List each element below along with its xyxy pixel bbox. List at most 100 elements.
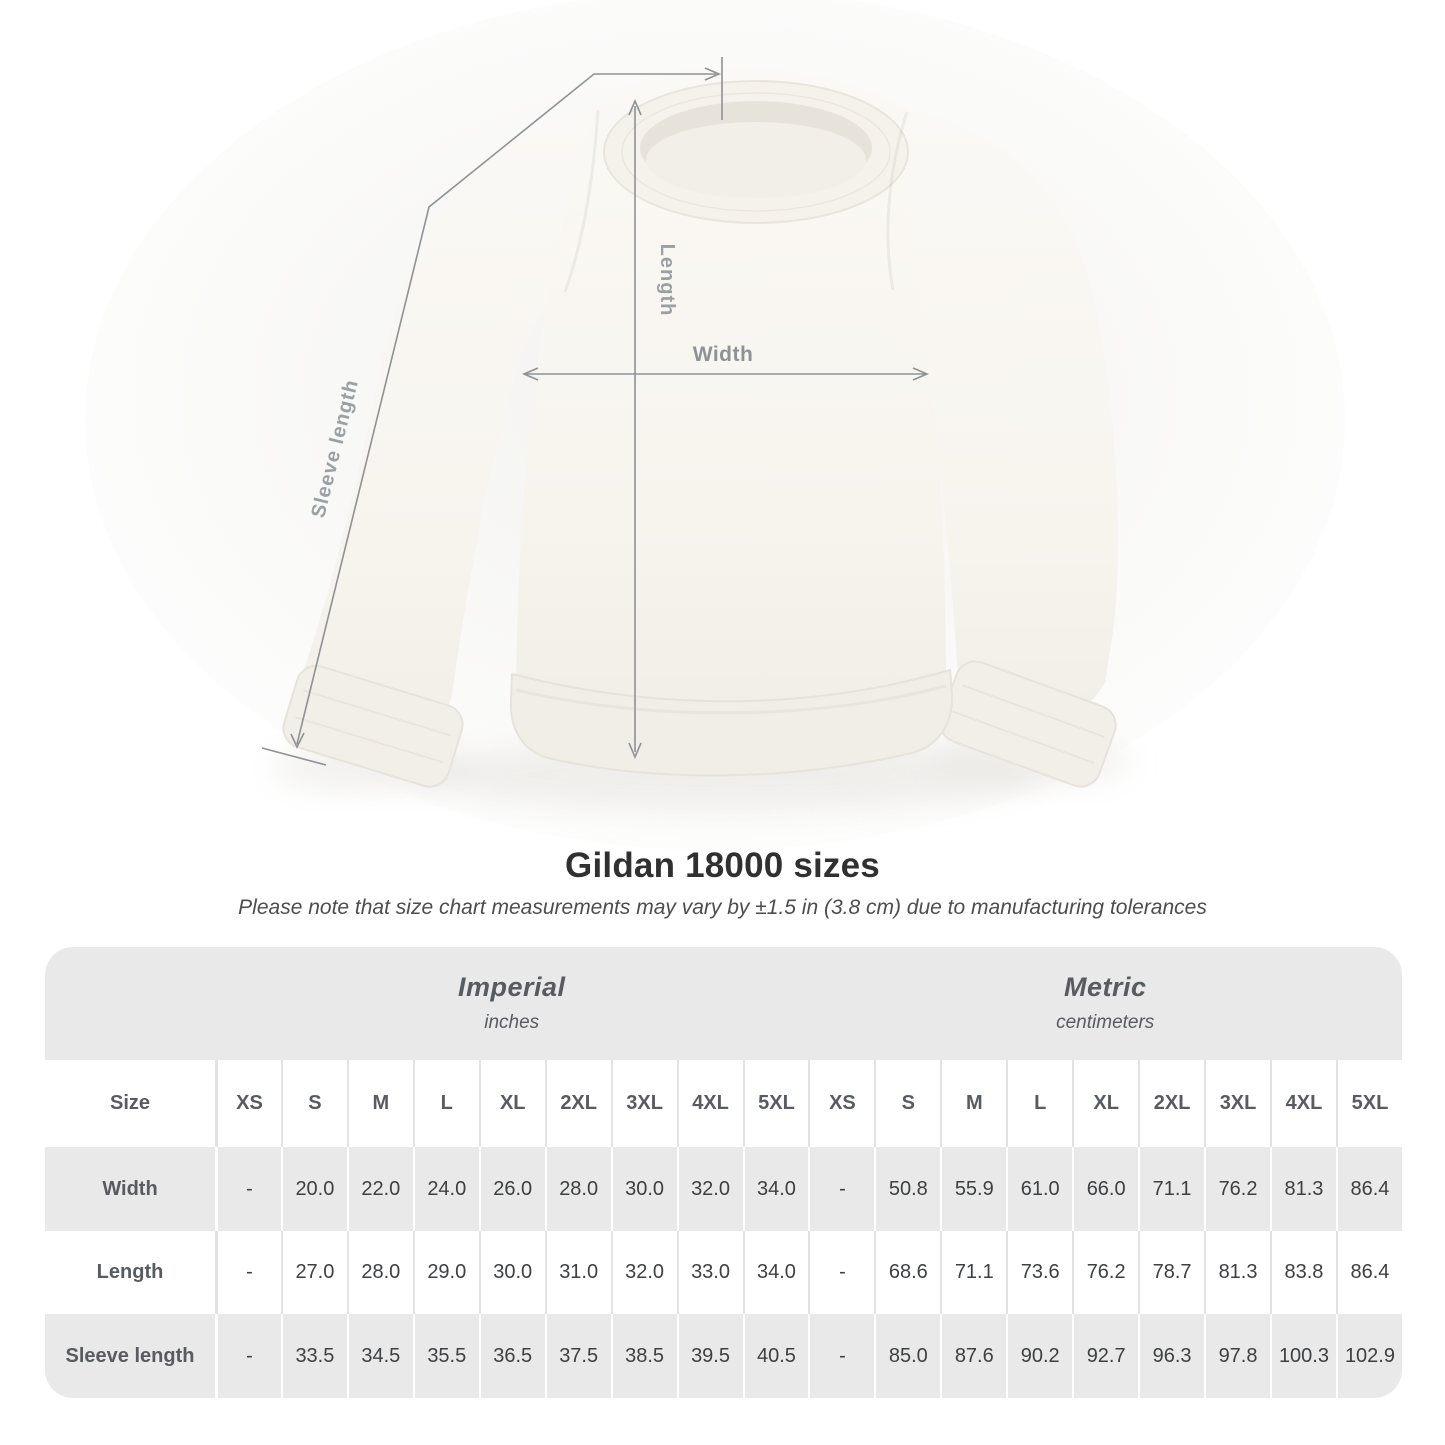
- size-label-cell: Size: [45, 1059, 215, 1148]
- size-header-cell: S: [280, 1059, 347, 1148]
- value-cell: 33.0: [676, 1230, 743, 1315]
- value-cell: 33.5: [280, 1314, 347, 1398]
- value-cell: 38.5: [610, 1314, 677, 1398]
- collar: [603, 80, 909, 224]
- left-cuff: [282, 664, 464, 788]
- value-cell: 29.0: [412, 1230, 479, 1315]
- size-table-container: Imperial inches Metric centimeters Size …: [45, 947, 1402, 1398]
- size-header-cell: 5XL: [742, 1059, 809, 1148]
- value-cell: 34.0: [742, 1230, 809, 1315]
- value-cell: 50.8: [874, 1147, 940, 1231]
- value-cell: 71.1: [1138, 1147, 1204, 1231]
- size-header-cell: L: [1006, 1059, 1073, 1148]
- size-header-cell: 4XL: [1270, 1059, 1336, 1148]
- unit-group-header-row: Imperial inches Metric centimeters: [45, 947, 1402, 1060]
- page-title: Gildan 18000 sizes: [565, 846, 880, 885]
- value-cell: -: [215, 1147, 281, 1231]
- corner-cell: [45, 947, 215, 1060]
- size-header-cell: 2XL: [1138, 1059, 1205, 1148]
- value-cell: 30.0: [610, 1147, 677, 1231]
- size-header-cell: 5XL: [1335, 1059, 1402, 1148]
- value-cell: 55.9: [940, 1147, 1006, 1231]
- imperial-group-header: Imperial inches: [215, 947, 808, 1060]
- value-cell: 28.0: [544, 1147, 611, 1231]
- size-header-cell: XL: [1072, 1059, 1139, 1148]
- value-cell: 34.5: [346, 1314, 413, 1398]
- size-header-cell: L: [412, 1059, 479, 1148]
- value-cell: 35.5: [412, 1314, 479, 1398]
- width-arrow: [521, 367, 930, 381]
- value-cell: 40.5: [742, 1314, 809, 1398]
- value-cell: 71.1: [940, 1230, 1007, 1315]
- value-cell: 92.7: [1072, 1314, 1138, 1398]
- size-header-cell: 3XL: [1204, 1059, 1270, 1148]
- size-header-cell: 3XL: [610, 1059, 677, 1148]
- tolerance-note: Please note that size chart measurements…: [238, 896, 1207, 919]
- value-cell: 28.0: [346, 1230, 413, 1315]
- value-cell: 24.0: [412, 1147, 479, 1231]
- sweatshirt-illustration: [272, 67, 1130, 811]
- imperial-group-unit: inches: [484, 1012, 540, 1034]
- size-header-cell: 2XL: [544, 1059, 611, 1148]
- row-label-cell: Sleeve length: [65, 1344, 195, 1367]
- value-cell: 32.0: [610, 1230, 677, 1315]
- size-header-cell: M: [346, 1059, 413, 1148]
- value-cell: 102.9: [1335, 1314, 1402, 1398]
- size-header-cell: XS: [215, 1059, 281, 1148]
- length-arrow: [628, 98, 642, 760]
- value-cell: 76.2: [1204, 1147, 1270, 1231]
- value-cell: 32.0: [676, 1147, 743, 1231]
- imperial-group-name: Imperial: [457, 972, 566, 1003]
- size-header-cell: 4XL: [676, 1059, 743, 1148]
- value-cell: 97.8: [1204, 1314, 1270, 1398]
- measurement-diagram: Length Width Sleeve length: [85, 0, 1345, 850]
- row-label-cell: Width: [102, 1177, 158, 1200]
- value-cell: 36.5: [478, 1314, 545, 1398]
- value-cell: 78.7: [1138, 1230, 1205, 1315]
- size-header-cell: M: [940, 1059, 1007, 1148]
- left-sleeve: [298, 106, 599, 750]
- value-cell: 27.0: [280, 1230, 347, 1315]
- width-row: Width - 20.0 22.0 24.0 26.0 28.0 30.0 32…: [45, 1147, 1402, 1231]
- value-cell: 86.4: [1335, 1230, 1402, 1315]
- value-cell: 34.0: [742, 1147, 809, 1231]
- value-cell: 61.0: [1006, 1147, 1072, 1231]
- metric-group-unit: centimeters: [1056, 1012, 1155, 1034]
- value-cell: 30.0: [478, 1230, 545, 1315]
- value-cell: -: [215, 1230, 281, 1315]
- value-cell: 96.3: [1138, 1314, 1204, 1398]
- value-cell: 100.3: [1270, 1314, 1336, 1398]
- metric-group-header: Metric centimeters: [808, 947, 1402, 1060]
- size-table: Imperial inches Metric centimeters Size …: [45, 947, 1402, 1398]
- value-cell: 20.0: [280, 1147, 347, 1231]
- sleeve-length-arrow: [261, 57, 723, 766]
- size-header-row: Size XS S M L XL 2XL 3XL 4XL 5XL XS S M …: [45, 1059, 1402, 1148]
- length-label: Length: [656, 244, 678, 317]
- value-cell: 73.6: [1006, 1230, 1073, 1315]
- value-cell: 86.4: [1335, 1147, 1402, 1231]
- value-cell: 31.0: [544, 1230, 611, 1315]
- size-header-cell: XS: [808, 1059, 875, 1148]
- value-cell: -: [215, 1314, 281, 1398]
- width-label: Width: [693, 343, 754, 366]
- value-cell: -: [808, 1230, 875, 1315]
- value-cell: 37.5: [544, 1314, 611, 1398]
- length-row: Length - 27.0 28.0 29.0 30.0 31.0 32.0 3…: [45, 1230, 1402, 1315]
- value-cell: 66.0: [1072, 1147, 1138, 1231]
- value-cell: 83.8: [1270, 1230, 1336, 1315]
- value-cell: 90.2: [1006, 1314, 1072, 1398]
- value-cell: 22.0: [346, 1147, 413, 1231]
- value-cell: 68.6: [874, 1230, 941, 1315]
- sweatshirt-body: [516, 67, 946, 719]
- size-header-cell: S: [874, 1059, 941, 1148]
- value-cell: 39.5: [676, 1314, 743, 1398]
- value-cell: 87.6: [940, 1314, 1006, 1398]
- size-header-cell: XL: [478, 1059, 545, 1148]
- value-cell: 81.3: [1204, 1230, 1270, 1315]
- metric-group-name: Metric: [1063, 972, 1147, 1003]
- value-cell: -: [808, 1147, 874, 1231]
- measurement-annotations: [261, 57, 930, 766]
- value-cell: 81.3: [1270, 1147, 1336, 1231]
- waistband: [509, 668, 954, 777]
